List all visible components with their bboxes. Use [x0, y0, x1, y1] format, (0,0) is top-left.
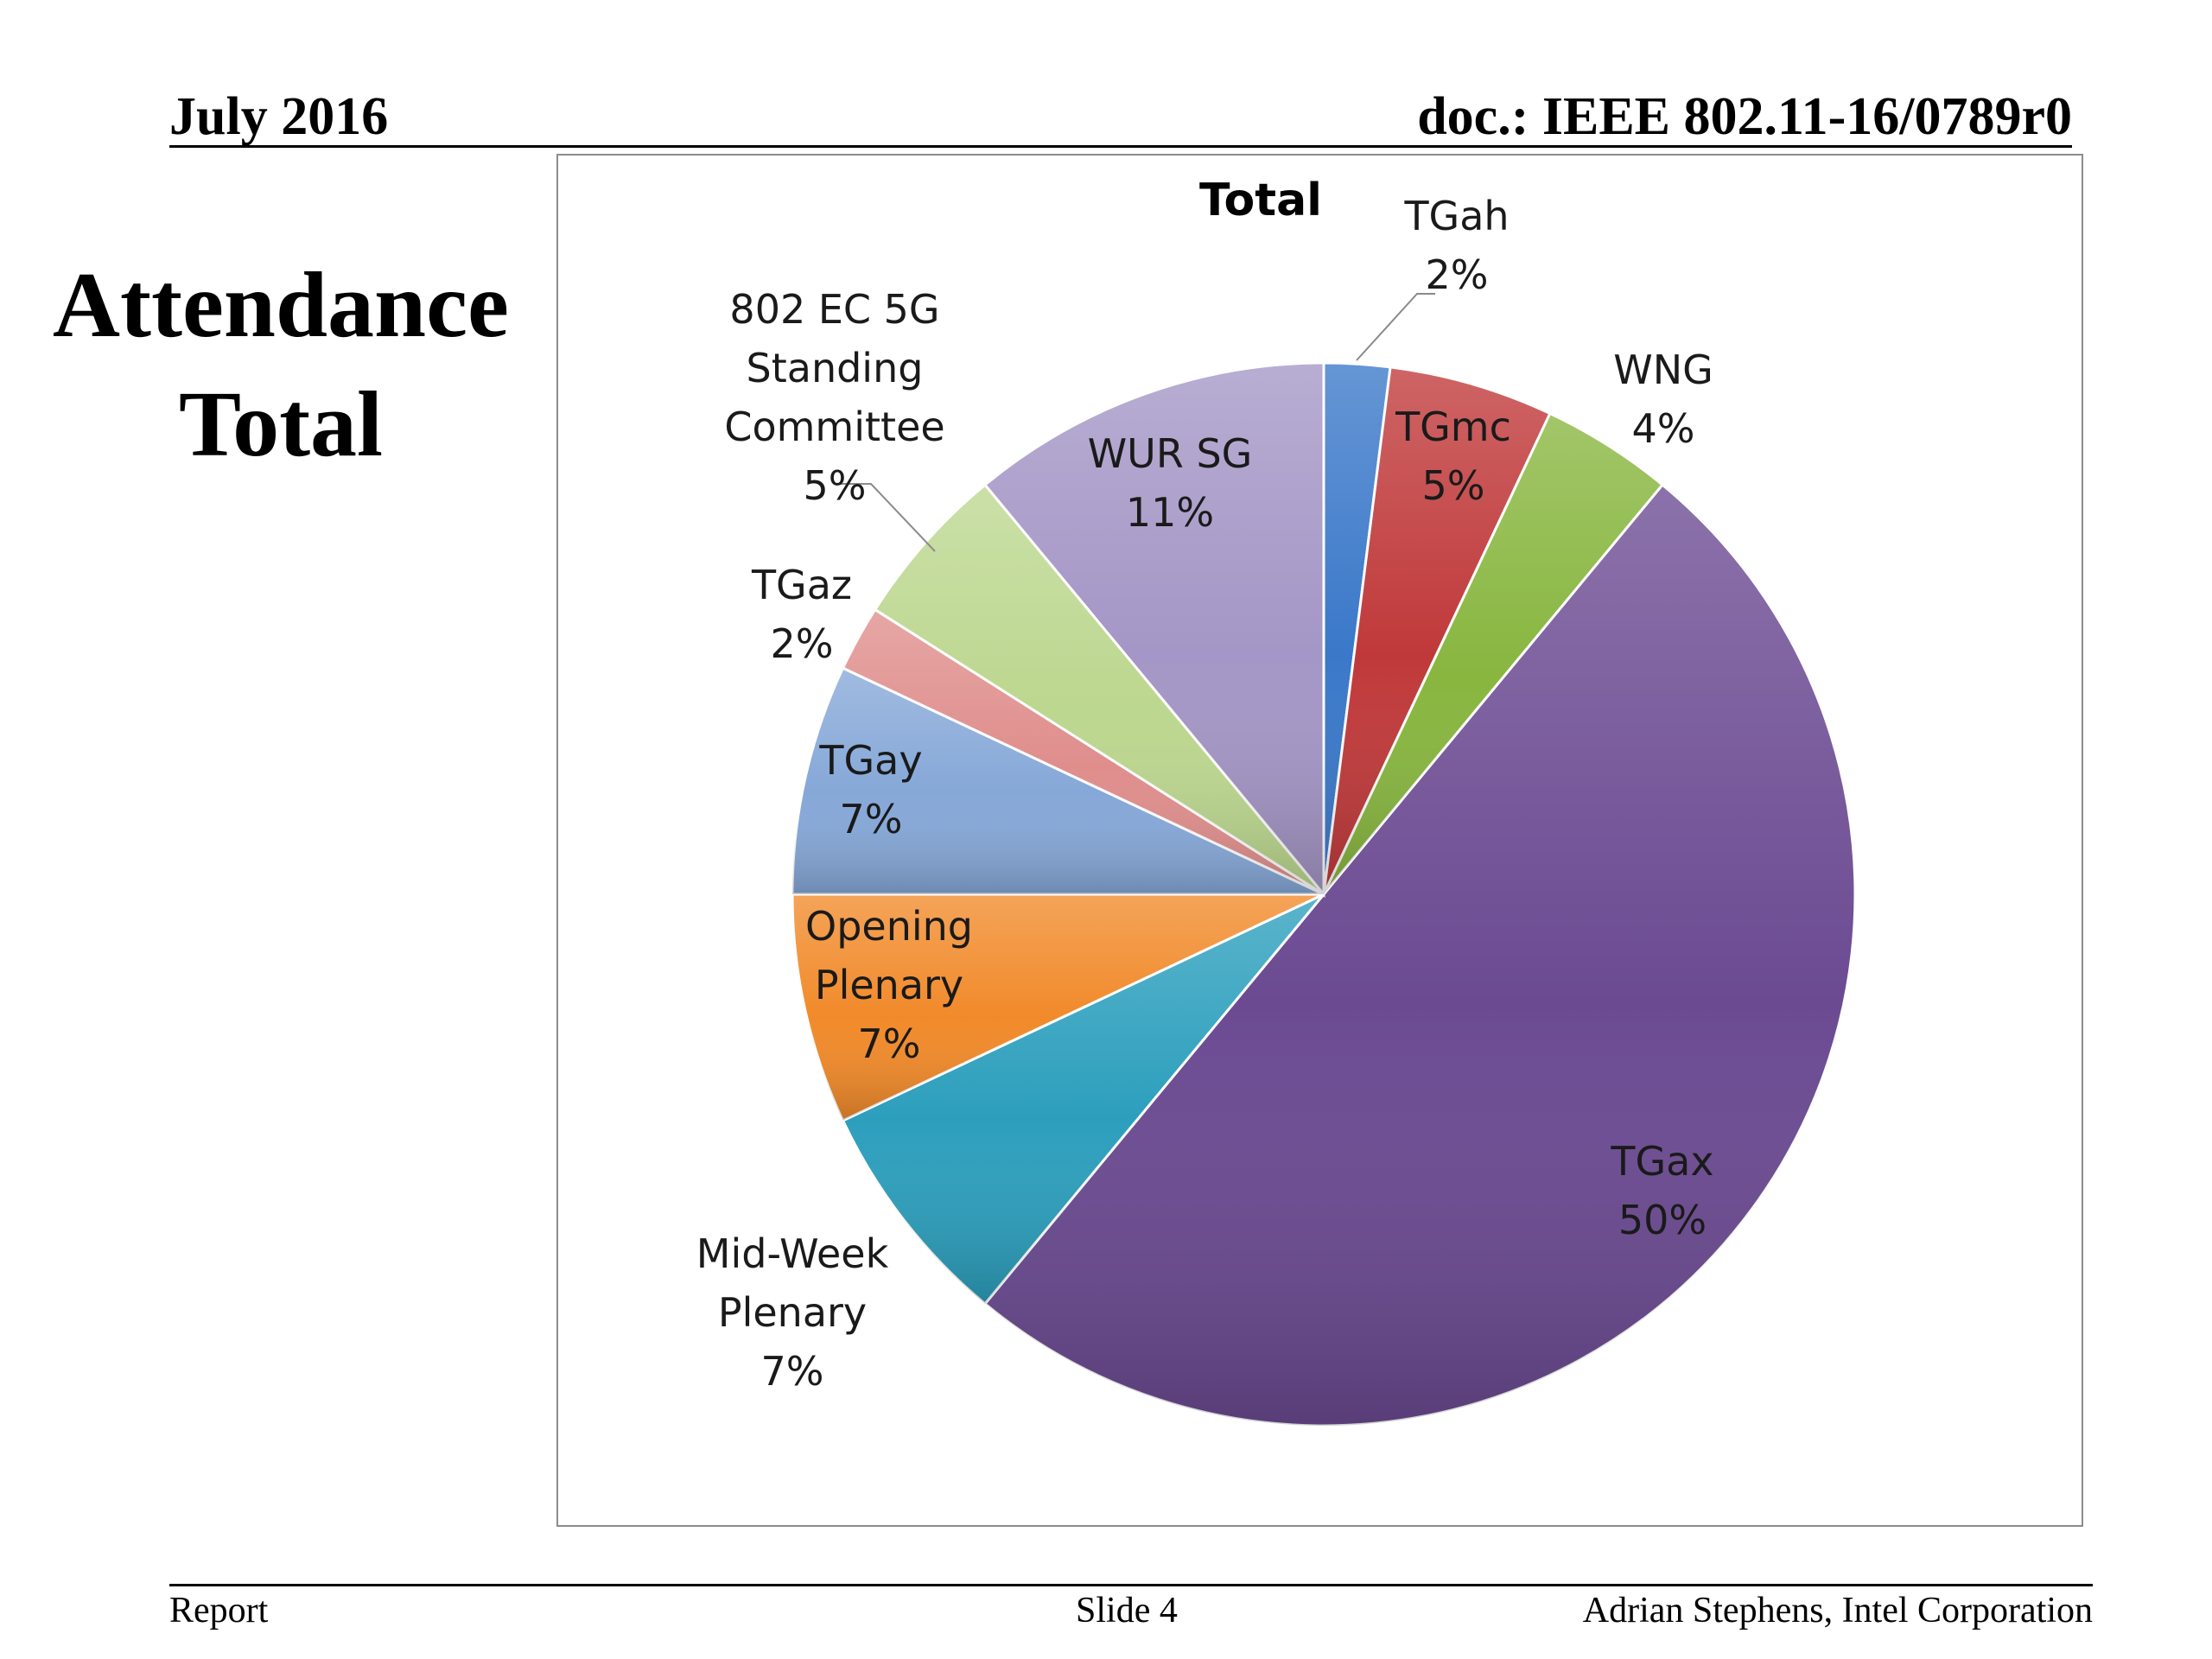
slice-label-name: Plenary	[815, 962, 963, 1008]
pie-slice-shading	[792, 668, 1324, 894]
slice-label-name: TGay	[818, 737, 922, 784]
pie-slice-shading	[842, 609, 1324, 894]
slice-label-name: TGax	[1610, 1138, 1713, 1185]
chart-frame: TGah 2% TGmc 5% WNG 4% TGax 50% Mid-Week Plenary 7…	[556, 154, 2083, 1527]
slice-label-name: TGah	[1403, 193, 1509, 239]
slice-label-value: 7%	[761, 1348, 824, 1395]
slide-title: Attendance Total	[26, 246, 536, 485]
footer-report: Report	[169, 1591, 269, 1630]
pie-slice-shading	[792, 894, 1324, 1121]
header-doc-id: doc.: IEEE 802.11-16/0789r0	[1417, 87, 2072, 146]
slice-label-value: 2%	[771, 620, 834, 667]
pie-slice-shading	[1324, 366, 1550, 895]
slice-label: 802 EC 5G Standing Committee 5%	[724, 286, 944, 509]
chart-title: Total	[1199, 175, 1322, 226]
slide-title-line2: Total	[178, 373, 384, 476]
pie-slice-shading	[1324, 413, 1663, 894]
slice-label: TGmc 5%	[1395, 404, 1511, 509]
header-date: July 2016	[169, 87, 389, 146]
slice-label-value: 2%	[1426, 251, 1489, 298]
slice-label-name: Opening	[805, 903, 973, 950]
slice-label-name: Committee	[724, 404, 944, 450]
leader-line	[840, 483, 936, 552]
slice-label-name: WNG	[1613, 346, 1713, 393]
slice-label-value: 7%	[858, 1020, 921, 1067]
slice-label-name: Mid-Week	[696, 1230, 889, 1277]
pie-slice-shading	[984, 363, 1324, 894]
pie-slice-shading	[842, 894, 1324, 1304]
slice-label: TGay 7%	[818, 737, 922, 842]
footer-slide-number: Slide 4	[1076, 1591, 1178, 1630]
pie-slice-shading	[1324, 363, 1391, 894]
slice-label: WUR SG 11%	[1088, 430, 1253, 536]
slice-label-name: Standing	[747, 345, 924, 391]
pie-slice-shading	[874, 485, 1324, 894]
footer-author: Adrian Stephens, Intel Corporation	[1582, 1591, 2093, 1630]
slice-label-name: 802 EC 5G	[729, 286, 939, 333]
slice-label-value: 5%	[1422, 462, 1485, 509]
slice-label-value: 5%	[804, 462, 867, 509]
slice-label: WNG 4%	[1613, 346, 1713, 452]
slide-title-line1: Attendance	[53, 254, 509, 357]
slice-label: Mid-Week Plenary 7%	[696, 1230, 889, 1395]
header-rule	[169, 145, 2072, 148]
slice-label: TGah 2%	[1403, 193, 1509, 298]
slice-label: TGaz 2%	[751, 562, 852, 667]
slice-label-name: Plenary	[718, 1289, 867, 1336]
pie-slice-shading	[984, 485, 1856, 1427]
slice-label-name: WUR SG	[1088, 430, 1253, 477]
slice-label-name: TGaz	[751, 562, 852, 608]
slice-label: TGax 50%	[1610, 1138, 1713, 1243]
leader-line	[1356, 293, 1435, 361]
slice-label-name: TGmc	[1395, 404, 1511, 450]
slice-label-value: 50%	[1618, 1197, 1707, 1243]
slice-label-value: 7%	[840, 796, 903, 842]
pie-chart: TGah 2% TGmc 5% WNG 4% TGax 50% Mid-Week Plenary 7…	[696, 175, 1857, 1427]
slice-label-value: 11%	[1126, 489, 1214, 536]
footer-rule	[169, 1584, 2093, 1586]
slice-label-value: 4%	[1632, 405, 1695, 452]
slice-label: Opening Plenary 7%	[805, 903, 973, 1067]
